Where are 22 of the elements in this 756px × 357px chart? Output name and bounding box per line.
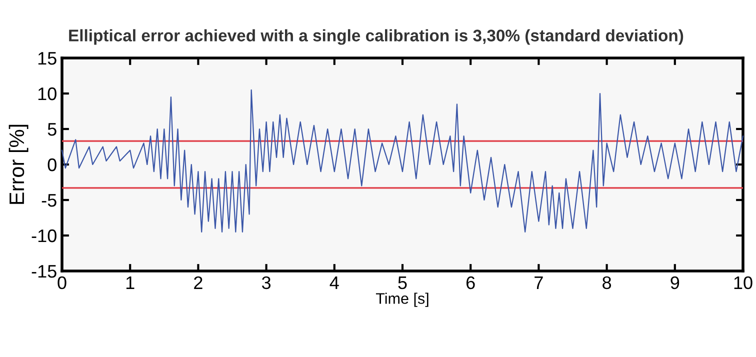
- y-tick-label: -15: [32, 265, 56, 278]
- x-axis-title: Time [s]: [376, 292, 428, 307]
- x-tick-label: 1: [126, 276, 134, 289]
- x-tick-label: 10: [734, 276, 752, 290]
- y-tick-label: 0: [48, 158, 56, 172]
- y-axis-title: Error [%]: [8, 124, 28, 204]
- x-tick-label: 2: [194, 276, 202, 289]
- x-tick-label: 5: [398, 276, 407, 290]
- x-tick-label: 3: [262, 276, 271, 290]
- x-tick-label: 9: [670, 276, 680, 290]
- x-tick-label: 8: [602, 276, 612, 290]
- line-series: [61, 89, 744, 233]
- y-tick-label: -5: [42, 194, 56, 207]
- x-tick-label: 7: [534, 276, 543, 289]
- y-tick-label: -10: [32, 229, 56, 242]
- x-tick-label: 0: [58, 276, 66, 290]
- y-tick-label: 10: [38, 87, 56, 100]
- y-tick-label: 5: [48, 123, 56, 136]
- x-tick-label: 6: [466, 276, 475, 290]
- chart-title: Elliptical error achieved with a single calibration is 3,30% (standard deviation): [69, 29, 684, 45]
- x-tick-label: 4: [330, 276, 339, 289]
- y-tick-label: 15: [38, 52, 56, 65]
